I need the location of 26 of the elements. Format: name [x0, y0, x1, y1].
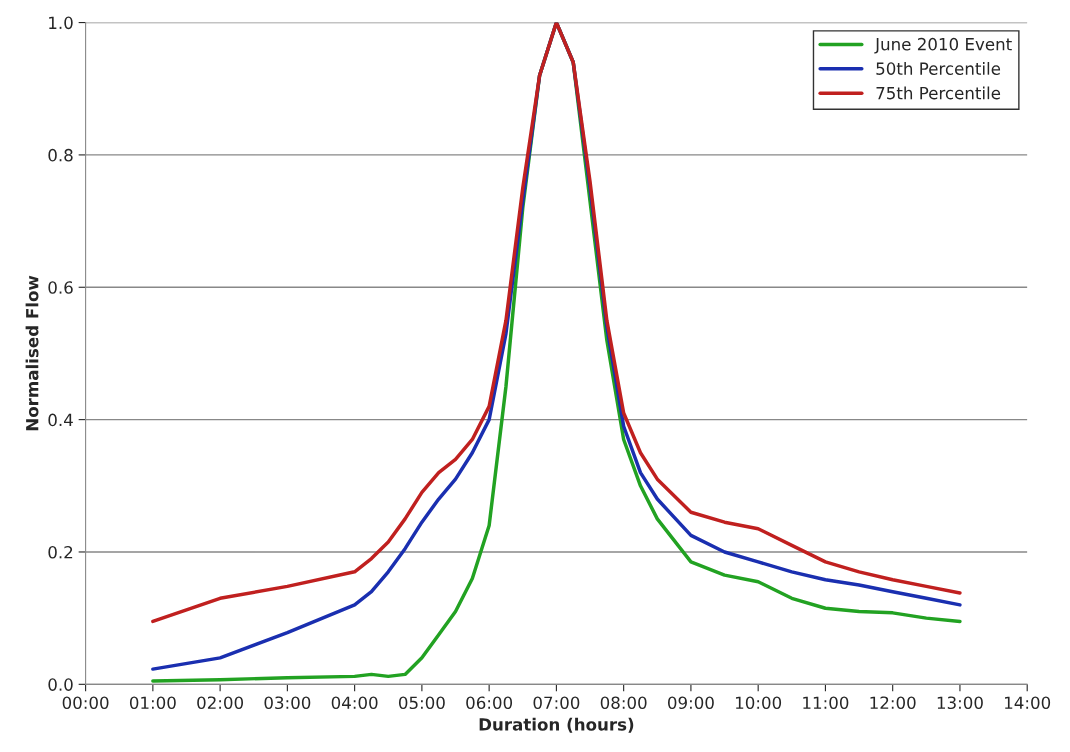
- x-tick-label: 04:00: [331, 696, 378, 710]
- y-tick-label: 0.8: [48, 148, 73, 162]
- legend-label: 75th Percentile: [876, 86, 1001, 100]
- y-tick-label: 0.0: [48, 678, 73, 691]
- x-tick-label: 09:00: [668, 696, 714, 710]
- x-tick-label: 03:00: [264, 696, 311, 710]
- legend-label: 50th Percentile: [876, 62, 1001, 75]
- x-tick-label: 10:00: [735, 696, 782, 710]
- x-tick-label: 14:00: [1005, 696, 1051, 710]
- y-tick-label: 0.2: [48, 545, 73, 559]
- y-tick-label: 0.6: [48, 281, 73, 294]
- y-tick-label: 1.0: [49, 16, 73, 30]
- x-tick-label: 06:00: [466, 696, 513, 710]
- x-tick-label: 01:00: [129, 696, 176, 710]
- x-tick-label: 12:00: [870, 696, 916, 710]
- y-tick-label: 0.4: [48, 413, 73, 427]
- x-tick-label: 00:00: [62, 696, 109, 710]
- x-tick-label: 08:00: [600, 696, 647, 710]
- y-axis-title: Normalised Flow: [25, 275, 39, 431]
- x-tick-label: 13:00: [937, 696, 983, 710]
- legend-label: June 2010 Event: [874, 37, 1012, 54]
- x-tick-label: 11:00: [803, 696, 849, 710]
- x-tick-label: 05:00: [398, 696, 445, 710]
- x-axis-title: Duration (hours): [479, 717, 634, 733]
- x-tick-label: 02:00: [197, 696, 244, 710]
- x-tick-label: 07:00: [533, 696, 580, 710]
